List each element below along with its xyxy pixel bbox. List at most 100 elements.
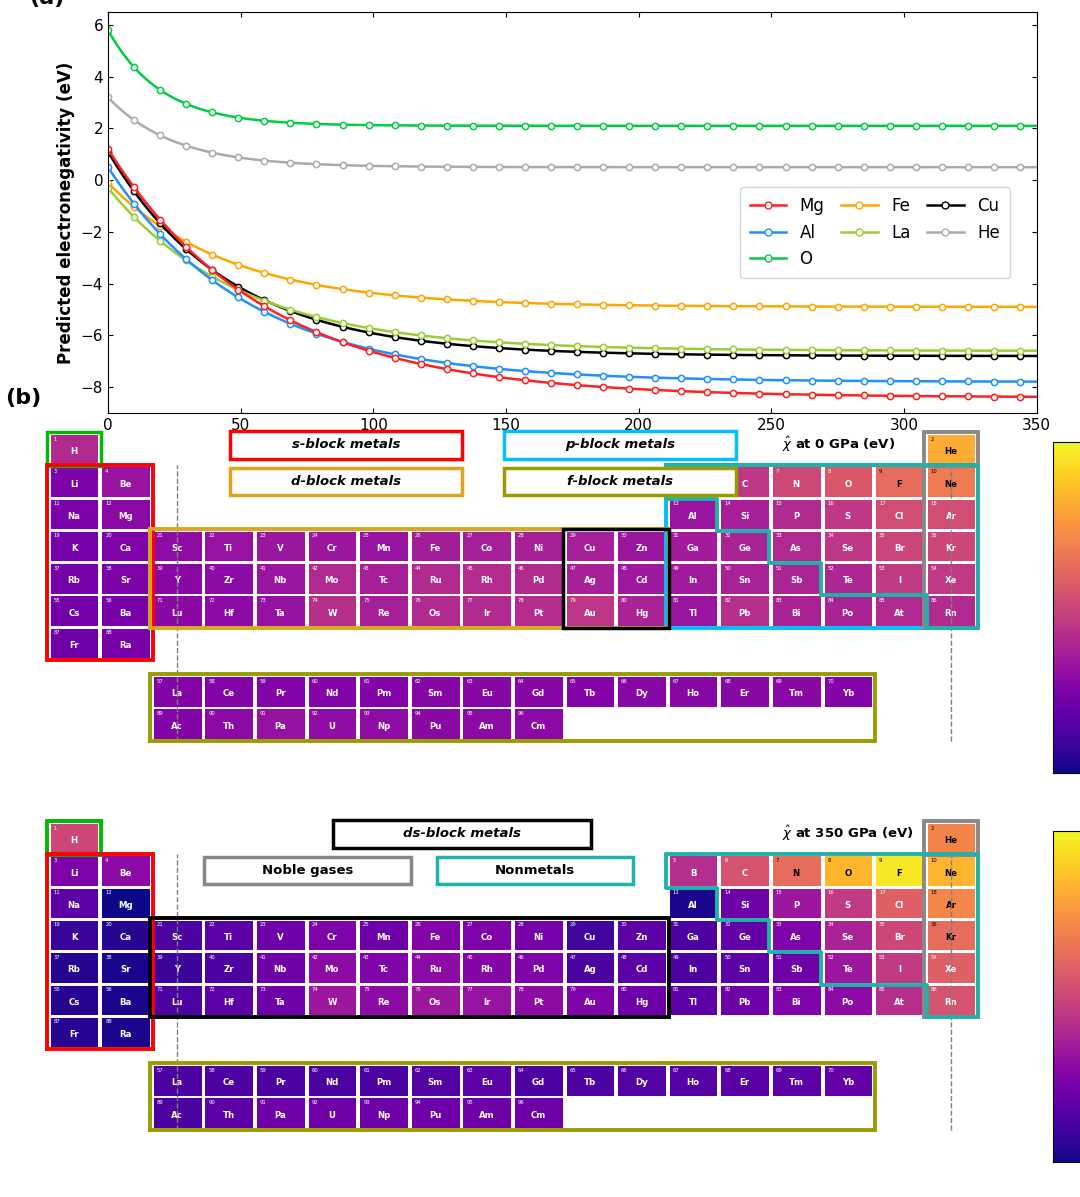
Text: 93: 93 — [363, 1100, 369, 1105]
Bar — [617, 1065, 666, 1095]
Bar — [772, 920, 821, 950]
Text: 47: 47 — [569, 566, 577, 571]
Text: 33: 33 — [775, 923, 782, 928]
Bar — [230, 468, 462, 496]
Bar — [617, 953, 666, 983]
Text: 18: 18 — [931, 502, 937, 506]
Text: 47: 47 — [569, 955, 577, 960]
Text: Pm: Pm — [376, 689, 391, 698]
Text: Se: Se — [841, 545, 854, 553]
Text: Mo: Mo — [325, 966, 339, 974]
Text: S: S — [845, 901, 851, 910]
Text: P: P — [793, 512, 799, 521]
Bar — [150, 1063, 875, 1130]
Text: Eu: Eu — [481, 689, 492, 698]
Text: Zn: Zn — [635, 934, 648, 942]
Bar — [360, 564, 408, 594]
Text: Na: Na — [68, 512, 81, 521]
Bar — [514, 953, 563, 983]
Text: Cm: Cm — [530, 722, 546, 730]
Bar — [720, 676, 769, 706]
Text: Po: Po — [841, 997, 854, 1007]
Text: (a): (a) — [29, 0, 65, 8]
Bar — [824, 676, 873, 706]
Text: Sn: Sn — [739, 966, 751, 974]
Bar — [669, 499, 717, 529]
Text: 29: 29 — [569, 534, 577, 539]
Bar — [153, 920, 202, 950]
Text: Gd: Gd — [531, 1078, 545, 1087]
Text: F: F — [896, 869, 902, 877]
Text: Br: Br — [894, 545, 905, 553]
Text: K: K — [71, 934, 78, 942]
Text: 51: 51 — [775, 566, 783, 571]
Text: 21: 21 — [157, 534, 163, 539]
Text: Ca: Ca — [120, 934, 132, 942]
Text: 25: 25 — [363, 534, 369, 539]
Text: Ne: Ne — [945, 869, 958, 877]
Bar — [514, 564, 563, 594]
Text: 86: 86 — [931, 988, 937, 992]
Text: 76: 76 — [415, 988, 421, 992]
Text: f-block metals: f-block metals — [567, 475, 673, 488]
Bar — [462, 531, 511, 561]
Text: 68: 68 — [725, 679, 731, 683]
Text: 10: 10 — [931, 858, 937, 863]
Text: Bi: Bi — [792, 608, 801, 618]
Bar — [204, 595, 253, 626]
Bar — [669, 856, 717, 886]
Text: Am: Am — [478, 1111, 495, 1119]
Text: 49: 49 — [673, 955, 679, 960]
Text: 95: 95 — [467, 1100, 473, 1105]
Bar — [204, 953, 253, 983]
Text: 70: 70 — [827, 679, 834, 683]
Text: Mn: Mn — [376, 934, 391, 942]
Bar — [410, 676, 459, 706]
Text: Ge: Ge — [739, 934, 751, 942]
Text: 52: 52 — [827, 566, 834, 571]
Text: Au: Au — [583, 997, 596, 1007]
Text: Ti: Ti — [225, 934, 233, 942]
Text: 40: 40 — [208, 955, 215, 960]
Bar — [772, 467, 821, 497]
Text: 91: 91 — [260, 711, 267, 716]
Text: 65: 65 — [569, 1068, 577, 1073]
Text: 19: 19 — [54, 534, 60, 539]
Text: Rn: Rn — [945, 608, 957, 618]
Bar — [50, 984, 98, 1015]
Text: O: O — [845, 869, 851, 877]
Bar — [772, 531, 821, 561]
Text: 31: 31 — [673, 534, 679, 539]
Bar — [256, 1065, 305, 1095]
Text: At: At — [894, 997, 905, 1007]
Bar — [46, 821, 102, 856]
Text: Ta: Ta — [275, 608, 286, 618]
Text: Ne: Ne — [945, 480, 958, 488]
Bar — [720, 1065, 769, 1095]
Text: Tm: Tm — [788, 1078, 804, 1087]
Text: 45: 45 — [467, 566, 473, 571]
Text: 89: 89 — [157, 1100, 163, 1105]
Bar — [720, 856, 769, 886]
Bar — [824, 531, 873, 561]
Bar — [772, 1065, 821, 1095]
Text: Nd: Nd — [325, 689, 339, 698]
Text: 94: 94 — [415, 1100, 421, 1105]
Text: 1: 1 — [54, 826, 57, 831]
Bar — [566, 564, 615, 594]
Bar — [566, 1065, 615, 1095]
Bar — [360, 676, 408, 706]
Text: Zn: Zn — [635, 545, 648, 553]
Text: 8: 8 — [827, 469, 831, 474]
Text: Sm: Sm — [428, 689, 443, 698]
Bar — [204, 984, 253, 1015]
Bar — [150, 918, 669, 1016]
Text: 35: 35 — [879, 534, 886, 539]
Text: 25: 25 — [363, 923, 369, 928]
Text: Ir: Ir — [483, 997, 490, 1007]
Text: 82: 82 — [725, 598, 731, 603]
Bar — [256, 953, 305, 983]
Text: 5: 5 — [673, 469, 676, 474]
Bar — [256, 1098, 305, 1128]
Bar — [927, 564, 975, 594]
